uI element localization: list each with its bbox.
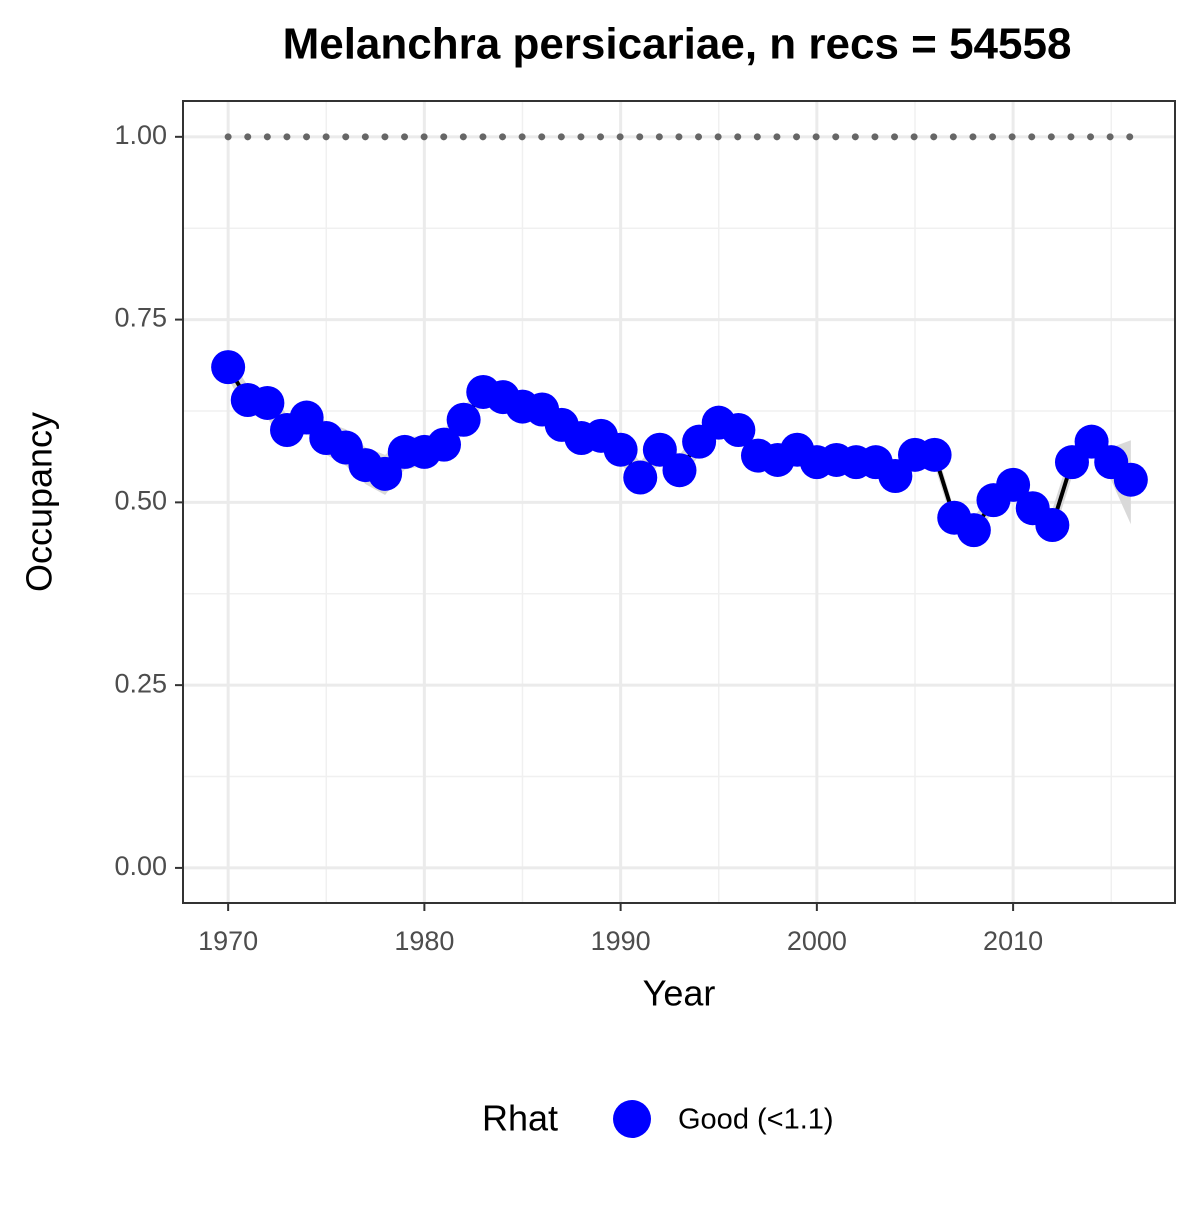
chart-title: Melanchra persicariae, n recs = 54558: [283, 20, 1072, 69]
x-tick-label: 1980: [394, 926, 454, 956]
data-point: [250, 385, 285, 420]
data-point: [956, 513, 991, 548]
y-tick-label: 0.25: [114, 668, 167, 698]
y-axis-label: Occupancy: [19, 412, 60, 592]
data-point: [446, 402, 481, 437]
data-point: [427, 427, 462, 462]
data-point: [917, 437, 952, 472]
panel-border: [182, 100, 1176, 904]
legend-title: Rhat: [482, 1098, 558, 1139]
x-tick-label: 2010: [983, 926, 1043, 956]
x-axis-label: Year: [643, 973, 716, 1014]
data-point: [603, 432, 638, 467]
y-tick-label: 0.00: [114, 851, 167, 881]
legend-label: Good (<1.1): [678, 1104, 834, 1136]
data-point: [721, 412, 756, 447]
data-point: [662, 453, 697, 488]
data-point: [368, 456, 403, 491]
x-tick-label: 1970: [198, 926, 258, 956]
y-tick-label: 0.75: [114, 303, 167, 333]
y-tick-label: 0.50: [114, 485, 167, 515]
data-point: [1113, 462, 1148, 497]
x-tick-label: 1990: [591, 926, 651, 956]
y-tick-label: 1.00: [114, 120, 167, 150]
legend-swatch: [613, 1100, 651, 1138]
data-point: [623, 460, 658, 495]
data-point: [211, 350, 246, 385]
data-point: [1035, 508, 1070, 543]
x-tick-label: 2000: [787, 926, 847, 956]
data-point: [996, 467, 1031, 502]
